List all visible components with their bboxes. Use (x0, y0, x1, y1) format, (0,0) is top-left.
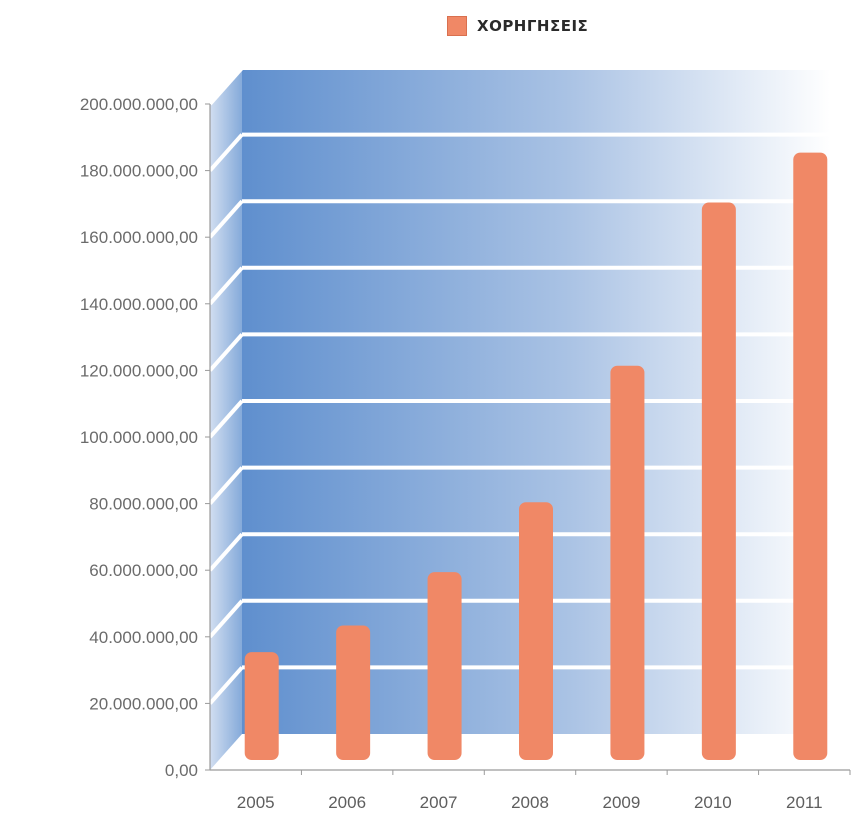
gridline-side (208, 466, 244, 505)
x-tick-label: 2006 (328, 793, 366, 812)
y-tick-label: 0,00 (165, 761, 198, 780)
gridline-side (208, 66, 244, 106)
gridline-side (208, 399, 244, 439)
bar-2008 (519, 502, 553, 760)
legend-swatch (447, 16, 467, 36)
gridline-side (208, 666, 244, 705)
bar-2009 (610, 365, 645, 760)
y-tick-label: 40.000.000,00 (89, 628, 198, 647)
x-tick-label: 2010 (694, 793, 732, 812)
x-tick-label: 2009 (603, 793, 641, 812)
gridline-side (208, 266, 244, 306)
gridline-side (208, 532, 244, 572)
x-tick-label: 2005 (237, 793, 275, 812)
y-tick-label: 160.000.000,00 (80, 228, 198, 247)
y-tick-label: 20.000.000,00 (89, 694, 198, 713)
bar-2011 (793, 152, 828, 761)
gridline-side (208, 599, 244, 639)
bar-2006 (336, 625, 371, 760)
x-tick-label: 2007 (420, 793, 458, 812)
legend-label: ΧΟΡΗΓΗΣΕΙΣ (477, 17, 589, 35)
gridline-side (208, 199, 244, 239)
gridline-side (208, 333, 244, 372)
y-tick-label: 200.000.000,00 (80, 95, 198, 114)
y-tick-label: 60.000.000,00 (89, 561, 198, 580)
bar-2007 (427, 572, 462, 760)
x-tick-label: 2011 (786, 793, 823, 812)
bar-2010 (701, 202, 736, 761)
y-tick-label: 120.000.000,00 (80, 361, 198, 380)
y-tick-label: 100.000.000,00 (80, 428, 198, 447)
y-tick-label: 80.000.000,00 (89, 495, 198, 514)
legend: ΧΟΡΗΓΗΣΕΙΣ (447, 16, 588, 36)
gridline-side (208, 133, 244, 172)
y-tick-label: 180.000.000,00 (80, 162, 198, 181)
bar-2005 (244, 652, 279, 760)
y-tick-label: 140.000.000,00 (80, 295, 198, 314)
x-tick-label: 2008 (511, 793, 549, 812)
